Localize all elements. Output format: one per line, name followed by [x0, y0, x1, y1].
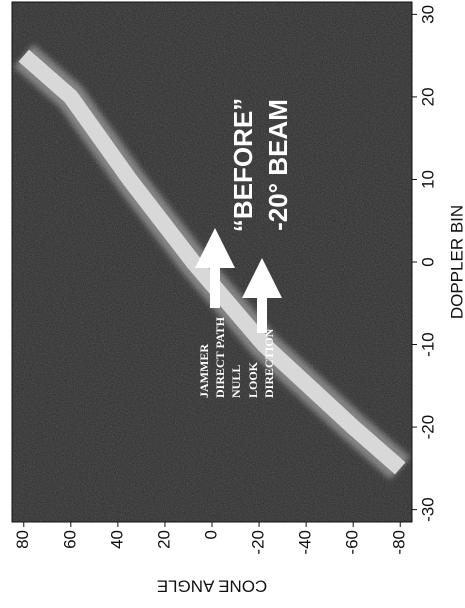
y-tick-label: 20: [154, 530, 173, 549]
x-tick-label: 10: [418, 170, 437, 189]
annotation: JAMMER: [197, 344, 211, 398]
x-tick-label: 0: [418, 257, 437, 266]
y-tick-label: 60: [60, 530, 79, 549]
band: [18, 49, 406, 475]
y-tick-label: -60: [343, 530, 362, 555]
chart-subtitle: -20° BEAM: [263, 99, 293, 231]
annotation: DIRECTION: [262, 328, 276, 398]
x-tick-label: -20: [418, 415, 437, 440]
annotation: LOOK: [246, 361, 260, 398]
x-tick-label: -10: [418, 332, 437, 357]
y-tick-label: 80: [13, 530, 32, 549]
rotated-chart: CONE ANGLE DOPPLER BIN -30 -20 -10 0 10 20 30 -…: [11, 1, 465, 596]
y-tick-label: -40: [296, 530, 315, 555]
x-tick-label: -30: [418, 497, 437, 522]
y-tick-label: 0: [201, 530, 220, 539]
y-tick-label: -80: [390, 530, 409, 555]
annotation: DIRECT PATH: [213, 316, 227, 398]
y-tick-label: 40: [107, 530, 126, 549]
y-tick-label: -20: [249, 530, 268, 555]
x-axis-title: DOPPLER BIN: [447, 205, 465, 319]
y-axis-title: CONE ANGLE: [157, 577, 268, 596]
annotation: NULL: [229, 365, 243, 398]
x-tick-label: 20: [418, 87, 437, 106]
x-tick-label: 30: [418, 5, 437, 24]
chart-title: “BEFORE”: [228, 98, 258, 232]
